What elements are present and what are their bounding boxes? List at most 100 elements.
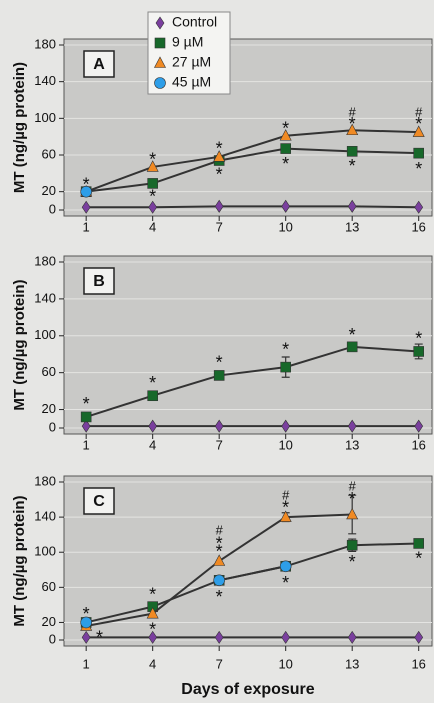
- panel-label: A: [93, 56, 105, 73]
- panel-label: B: [93, 273, 105, 290]
- annotation: #: [415, 104, 423, 119]
- square-marker: [147, 390, 158, 402]
- series-line: [86, 205, 419, 209]
- legend-label: 45 µM: [172, 74, 211, 90]
- annotation: #: [216, 523, 224, 538]
- annotation: *: [216, 353, 223, 373]
- legend-marker: [154, 56, 166, 68]
- y-tick-label: 60: [42, 579, 56, 594]
- triangle-marker: [346, 507, 359, 520]
- circle-marker: [213, 574, 225, 587]
- annotation: *: [415, 159, 422, 179]
- annotation: #: [349, 104, 357, 119]
- x-tick-label: 1: [83, 656, 90, 671]
- x-tick-label: 16: [411, 437, 425, 452]
- annotation: *: [149, 584, 156, 604]
- annotation: *: [216, 541, 223, 561]
- x-tick-label: 13: [345, 219, 359, 234]
- annotation: *: [83, 604, 90, 624]
- x-axis-label: Days of exposure: [181, 681, 314, 698]
- y-axis-label: MT (ng/µg protein): [11, 279, 28, 410]
- x-tick-label: 4: [149, 437, 156, 452]
- annotation: *: [83, 394, 90, 414]
- legend-label: 9 µM: [172, 34, 203, 50]
- square-marker: [280, 143, 291, 154]
- diamond-marker: [347, 630, 357, 644]
- x-tick-label: 16: [411, 219, 425, 234]
- diamond-marker: [347, 199, 357, 213]
- diamond-marker: [414, 630, 424, 644]
- annotation: *: [349, 489, 356, 509]
- legend-marker: [154, 77, 166, 89]
- triangle-marker: [346, 123, 359, 136]
- legend-label: 27 µM: [172, 54, 211, 70]
- square-marker: [80, 411, 92, 423]
- annotation: *: [282, 340, 289, 360]
- x-tick-label: 7: [216, 656, 223, 671]
- annotation: *: [216, 164, 223, 184]
- annotation: *: [282, 498, 289, 518]
- diamond-marker: [347, 419, 357, 433]
- x-tick-label: 13: [345, 437, 359, 452]
- annotation: *: [349, 114, 356, 134]
- annotation: *: [149, 620, 156, 640]
- diamond-marker: [281, 630, 291, 644]
- triangle-marker: [279, 510, 292, 522]
- annotation: *: [415, 548, 422, 568]
- annotation: *: [415, 114, 422, 134]
- x-tick-label: 10: [278, 219, 292, 234]
- plot-area: [63, 475, 433, 647]
- y-tick-label: 140: [34, 290, 56, 305]
- x-tick-label: 16: [411, 656, 425, 671]
- y-tick-label: 0: [49, 201, 56, 216]
- x-tick-label: 10: [278, 437, 292, 452]
- annotation: *: [282, 573, 289, 593]
- legend-marker: [155, 16, 165, 30]
- x-tick-label: 13: [345, 656, 359, 671]
- y-tick-label: 140: [34, 509, 56, 524]
- x-tick-label: 4: [149, 219, 156, 234]
- diamond-marker: [214, 630, 224, 644]
- square-marker: [413, 147, 424, 159]
- y-tick-label: 20: [42, 614, 56, 629]
- diamond-marker: [414, 200, 424, 214]
- series-line: [85, 345, 419, 418]
- x-tick-label: 4: [149, 656, 156, 671]
- panel-label-box: [83, 487, 115, 515]
- annotation: *: [96, 627, 103, 647]
- diamond-marker: [414, 419, 424, 433]
- diamond-marker: [214, 199, 224, 213]
- annotation: *: [149, 150, 156, 170]
- series-line: [218, 565, 286, 582]
- x-tick-label: 1: [83, 437, 90, 452]
- x-tick-label: 10: [278, 656, 292, 671]
- panel-label-box: [83, 50, 115, 78]
- y-tick-label: 20: [42, 401, 56, 416]
- diamond-marker: [148, 419, 158, 433]
- annotation: #: [282, 487, 290, 502]
- y-tick-label: 180: [34, 473, 56, 488]
- annotation: *: [216, 139, 223, 159]
- square-marker: [280, 361, 291, 373]
- square-marker: [346, 146, 358, 157]
- y-tick-label: 140: [34, 73, 56, 88]
- triangle-marker: [213, 150, 226, 162]
- square-marker: [413, 538, 424, 549]
- triangle-marker: [412, 125, 425, 137]
- annotation: *: [349, 156, 356, 176]
- diamond-marker: [81, 200, 91, 214]
- y-tick-label: 60: [42, 364, 56, 379]
- x-tick-label: 7: [216, 219, 223, 234]
- y-tick-label: 100: [34, 544, 56, 559]
- circle-marker: [279, 560, 292, 573]
- annotation: *: [83, 174, 90, 194]
- y-tick-label: 0: [49, 631, 56, 646]
- y-tick-label: 60: [42, 146, 56, 161]
- y-tick-label: 0: [49, 419, 56, 434]
- circle-marker: [80, 616, 92, 629]
- y-tick-label: 100: [34, 110, 56, 125]
- triangle-marker: [146, 607, 159, 619]
- triangle-marker: [146, 160, 159, 172]
- annotation: *: [282, 154, 289, 174]
- diamond-marker: [148, 200, 158, 214]
